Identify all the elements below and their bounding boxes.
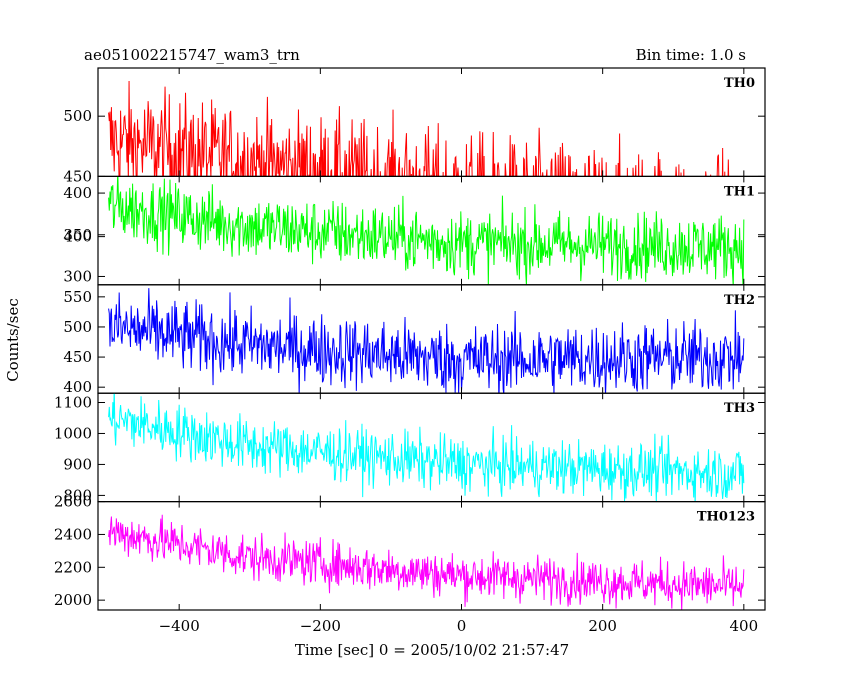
x-tick-label: 400: [730, 617, 759, 635]
x-tick-label: −400: [159, 617, 200, 635]
panel-label-th3: TH3: [724, 401, 755, 416]
y-tick-label: 800: [63, 486, 92, 504]
series-line-th0123: [108, 514, 745, 611]
panel-label-th0123: TH0123: [697, 510, 755, 525]
x-tick-label: 0: [457, 617, 467, 635]
panel-frame-th0123: [97, 501, 766, 611]
y-tick-label: 500: [63, 318, 92, 336]
series-line-th2: [108, 288, 745, 394]
y-tick-label: 2400: [54, 525, 92, 543]
y-axis-label: Counts/sec: [4, 298, 22, 382]
panel-label-th0: TH0: [724, 76, 755, 91]
panels-group: TH0400450500TH1300350400TH2400450500550T…: [54, 67, 766, 635]
bin-time-label: Bin time: 1.0 s: [636, 46, 746, 64]
y-tick-label: 450: [63, 348, 92, 366]
series-line-th1: [108, 176, 745, 285]
y-tick-label: 1100: [54, 393, 92, 411]
y-tick-label: 300: [63, 267, 92, 285]
y-tick-label: 400: [63, 228, 92, 246]
series-line-th3: [108, 393, 745, 502]
y-tick-label: 550: [63, 288, 92, 306]
y-tick-label: 450: [63, 167, 92, 185]
y-tick-label: 1000: [54, 424, 92, 442]
series-line-th0: [108, 80, 730, 177]
y-tick-label: 350: [63, 226, 92, 244]
y-tick-label: 2000: [54, 591, 92, 609]
x-axis-label: Time [sec] 0 = 2005/10/02 21:57:47: [295, 641, 569, 659]
x-tick-label: 200: [588, 617, 617, 635]
y-tick-label: 2200: [54, 558, 92, 576]
y-tick-label: 500: [63, 107, 92, 125]
y-tick-label: 400: [63, 184, 92, 202]
panel-label-th1: TH1: [724, 184, 755, 199]
y-tick-label: 900: [63, 455, 92, 473]
y-tick-label: 400: [63, 378, 92, 396]
chart-title: ae051002215747_wam3_trn: [84, 46, 300, 64]
panel-label-th2: TH2: [724, 293, 755, 308]
x-tick-label: −200: [300, 617, 341, 635]
y-tick-label: 2600: [54, 493, 92, 511]
